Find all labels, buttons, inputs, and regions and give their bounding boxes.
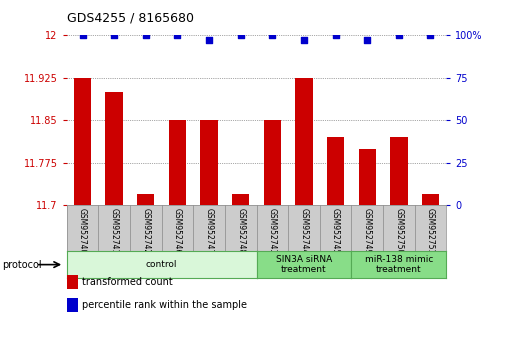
Text: GSM952750: GSM952750: [394, 207, 403, 254]
Text: GSM952742: GSM952742: [141, 207, 150, 254]
Bar: [137, 194, 154, 205]
Text: GSM952746: GSM952746: [173, 207, 182, 254]
Point: [173, 33, 182, 38]
Text: GSM952740: GSM952740: [78, 207, 87, 254]
Bar: [264, 120, 281, 205]
Point: [300, 38, 308, 43]
Text: protocol: protocol: [3, 259, 42, 270]
Text: percentile rank within the sample: percentile rank within the sample: [82, 300, 247, 310]
Bar: [232, 194, 249, 205]
Bar: [169, 120, 186, 205]
Point: [236, 33, 245, 38]
Point: [394, 33, 403, 38]
Text: GSM952751: GSM952751: [426, 207, 435, 254]
Text: transformed count: transformed count: [82, 277, 173, 287]
Text: control: control: [146, 260, 177, 269]
Point: [78, 33, 87, 38]
Point: [142, 33, 150, 38]
Text: GSM952748: GSM952748: [236, 207, 245, 254]
Text: GSM952743: GSM952743: [268, 207, 277, 254]
Text: GSM952749: GSM952749: [363, 207, 372, 254]
Text: GSM952747: GSM952747: [205, 207, 213, 254]
Text: GSM952741: GSM952741: [110, 207, 119, 254]
Point: [110, 33, 118, 38]
Bar: [359, 149, 376, 205]
Point: [268, 33, 277, 38]
Point: [363, 38, 371, 43]
Bar: [390, 137, 407, 205]
Bar: [295, 78, 312, 205]
Bar: [422, 194, 439, 205]
Text: SIN3A siRNA
treatment: SIN3A siRNA treatment: [276, 255, 332, 274]
Text: miR-138 mimic
treatment: miR-138 mimic treatment: [365, 255, 433, 274]
Text: GSM952744: GSM952744: [300, 207, 308, 254]
Text: GSM952745: GSM952745: [331, 207, 340, 254]
Point: [331, 33, 340, 38]
Bar: [74, 78, 91, 205]
Point: [426, 33, 435, 38]
Point: [205, 38, 213, 43]
Bar: [327, 137, 344, 205]
Bar: [201, 120, 218, 205]
Bar: [106, 92, 123, 205]
Text: GDS4255 / 8165680: GDS4255 / 8165680: [67, 12, 194, 25]
